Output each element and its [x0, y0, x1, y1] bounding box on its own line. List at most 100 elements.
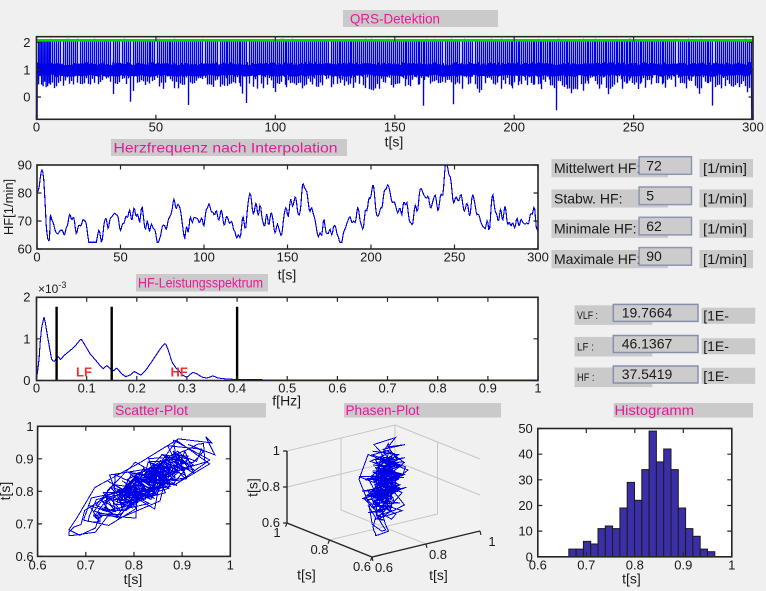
svg-text:70: 70 [18, 214, 32, 229]
svg-text:0.9: 0.9 [173, 558, 191, 573]
svg-text:HF-Leistungsspektrum: HF-Leistungsspektrum [138, 275, 263, 291]
svg-text:0: 0 [23, 90, 30, 105]
svg-text:[1E-: [1E- [703, 338, 729, 354]
svg-text:0.8: 0.8 [125, 558, 143, 573]
svg-text:0.4: 0.4 [228, 381, 246, 396]
svg-text:0.8: 0.8 [626, 558, 644, 573]
svg-text:f[Hz]: f[Hz] [272, 392, 301, 408]
svg-text:t[s]: t[s] [0, 482, 13, 501]
svg-text:QRS-Detektion: QRS-Detektion [350, 10, 440, 26]
svg-text:30: 30 [518, 472, 532, 487]
svg-text:60: 60 [18, 242, 32, 257]
svg-text:0.2: 0.2 [128, 381, 146, 396]
svg-text:0: 0 [33, 120, 40, 135]
svg-text:0.3: 0.3 [178, 381, 196, 396]
svg-text:2: 2 [23, 35, 30, 50]
svg-text:300: 300 [742, 120, 764, 135]
svg-text:0.9: 0.9 [674, 558, 692, 573]
svg-text:250: 250 [444, 250, 466, 265]
svg-text:0.8: 0.8 [16, 484, 34, 499]
svg-text:0.5: 0.5 [278, 381, 296, 396]
svg-text:0: 0 [23, 373, 30, 388]
svg-text:0.6: 0.6 [375, 560, 393, 575]
svg-text:1: 1 [273, 443, 280, 458]
svg-text:50: 50 [113, 250, 127, 265]
svg-text:0.8: 0.8 [262, 479, 280, 494]
svg-text:[1/min]: [1/min] [703, 221, 747, 237]
svg-text:19.7664: 19.7664 [622, 305, 673, 321]
svg-text:100: 100 [193, 250, 215, 265]
svg-text:[1E-: [1E- [703, 308, 729, 324]
svg-text:HF[1/min]: HF[1/min] [1, 179, 16, 235]
svg-text:Herzfrequenz nach Interpolatio: Herzfrequenz nach Interpolation [114, 139, 338, 155]
svg-text:0.6: 0.6 [16, 549, 34, 564]
svg-text:0.9: 0.9 [16, 451, 34, 466]
svg-text:2: 2 [23, 290, 30, 305]
svg-text:90: 90 [646, 248, 662, 264]
svg-text:1: 1 [26, 419, 33, 434]
svg-text:0.6: 0.6 [262, 515, 280, 530]
svg-text:200: 200 [360, 250, 382, 265]
svg-text:0: 0 [33, 250, 40, 265]
svg-text:[1/min]: [1/min] [703, 251, 747, 267]
svg-text:62: 62 [646, 218, 662, 234]
svg-text:0.6: 0.6 [29, 558, 47, 573]
svg-text:1: 1 [488, 534, 495, 549]
svg-text:5: 5 [646, 188, 654, 204]
svg-text:Maximale HF:: Maximale HF: [554, 251, 640, 267]
svg-text:46.1367: 46.1367 [622, 336, 673, 352]
svg-text:90: 90 [18, 158, 32, 173]
svg-text:80: 80 [18, 186, 32, 201]
svg-text:150: 150 [384, 120, 406, 135]
svg-text:1: 1 [227, 558, 234, 573]
svg-text:72: 72 [646, 157, 662, 173]
svg-text:50: 50 [149, 120, 163, 135]
svg-text:[1E-: [1E- [703, 368, 729, 384]
svg-text:Phasen-Plot: Phasen-Plot [346, 402, 420, 418]
svg-text:1: 1 [534, 381, 541, 396]
svg-text:t[s]: t[s] [385, 134, 404, 150]
svg-text:t[s]: t[s] [278, 266, 297, 282]
svg-text:0.7: 0.7 [16, 516, 34, 531]
svg-text:Scatter-Plot: Scatter-Plot [115, 402, 188, 418]
svg-text:1: 1 [23, 62, 30, 77]
svg-text:LF :: LF : [577, 342, 594, 354]
svg-text:Histogramm: Histogramm [615, 402, 695, 418]
svg-text:HF: HF [171, 365, 188, 380]
svg-text:300: 300 [527, 250, 549, 265]
svg-text:0.9: 0.9 [479, 381, 497, 396]
svg-text:VLF :: VLF : [577, 310, 598, 322]
svg-text:40: 40 [518, 447, 532, 462]
svg-text:0.1: 0.1 [78, 381, 96, 396]
svg-text:0.6: 0.6 [529, 558, 547, 573]
svg-text:t[s]: t[s] [429, 567, 448, 583]
svg-text:[1/min]: [1/min] [703, 160, 747, 176]
svg-text:Stabw. HF:: Stabw. HF: [554, 190, 622, 206]
svg-text:0.6: 0.6 [328, 381, 346, 396]
svg-text:0.7: 0.7 [577, 558, 595, 573]
svg-text:1: 1 [728, 558, 735, 573]
svg-text:0.7: 0.7 [77, 558, 95, 573]
svg-text:20: 20 [518, 498, 532, 513]
svg-text:t[s]: t[s] [622, 571, 641, 587]
svg-text:37.5419: 37.5419 [622, 366, 673, 382]
svg-text:100: 100 [264, 120, 286, 135]
svg-text:200: 200 [503, 120, 525, 135]
svg-text:250: 250 [623, 120, 645, 135]
svg-text:LF: LF [76, 365, 92, 380]
svg-text:[1/min]: [1/min] [703, 190, 747, 206]
svg-text:1: 1 [23, 331, 30, 346]
svg-text:HF :: HF : [577, 372, 595, 384]
svg-text:t[s]: t[s] [124, 571, 143, 587]
svg-text:Mittelwert HF:: Mittelwert HF: [554, 160, 640, 176]
svg-text:0: 0 [33, 381, 40, 396]
svg-text:1: 1 [273, 525, 280, 540]
svg-text:t[s]: t[s] [245, 478, 261, 497]
svg-text:0.8: 0.8 [429, 547, 447, 562]
svg-text:10: 10 [518, 524, 532, 539]
svg-text:0.8: 0.8 [310, 542, 328, 557]
svg-text:0.8: 0.8 [429, 381, 447, 396]
svg-text:50: 50 [518, 421, 532, 436]
svg-text:150: 150 [277, 250, 299, 265]
svg-text:0: 0 [526, 549, 533, 564]
